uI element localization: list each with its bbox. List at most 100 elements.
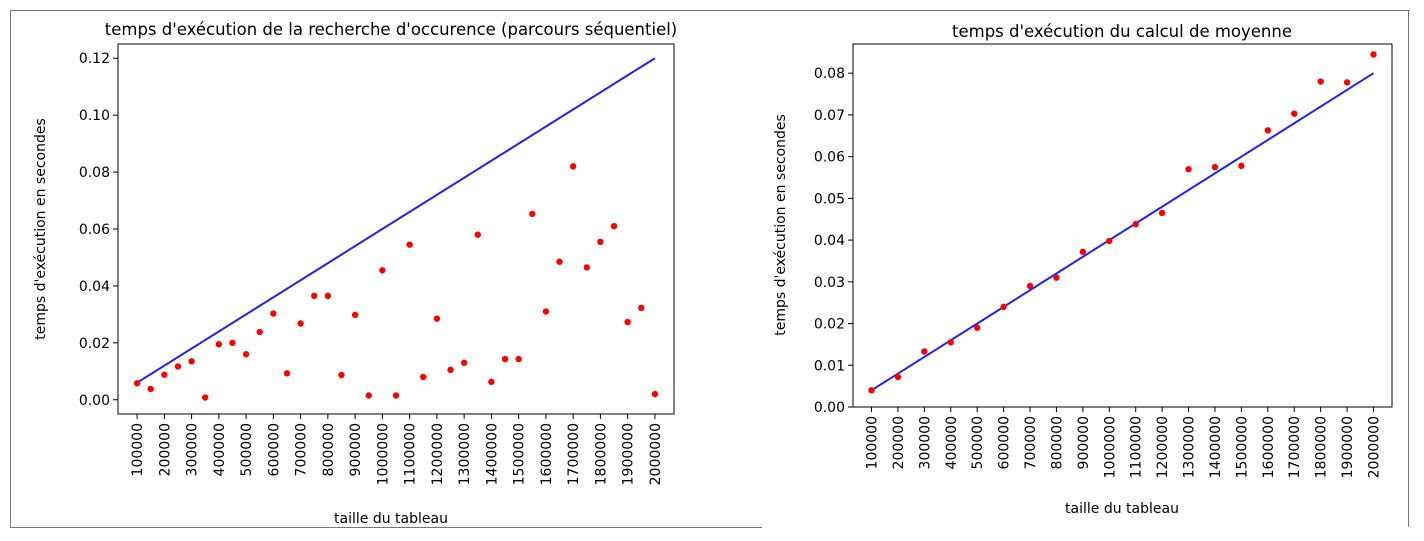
data-point: [1053, 274, 1060, 281]
x-tick-label: 700000: [294, 423, 310, 476]
data-point: [1079, 248, 1087, 255]
x-tick-label: 800000: [1049, 416, 1065, 469]
data-point: [474, 231, 481, 238]
data-point: [1343, 79, 1351, 86]
x-tick-label: 100000: [864, 416, 880, 469]
data-point: [488, 378, 495, 386]
y-tick-label: 0.08: [79, 165, 110, 181]
y-tick-label: 0.08: [814, 66, 845, 82]
data-point: [651, 390, 659, 398]
trend-line-segment: [870, 72, 1375, 392]
data-point: [556, 258, 563, 265]
data-point: [188, 358, 195, 365]
y-ticks: 0.00 0.02 0.04 0.06 0.08 0.10 0.12: [79, 51, 118, 409]
data-points: [133, 163, 659, 401]
data-point: [542, 308, 550, 315]
data-point: [1158, 209, 1166, 217]
chart-average-computation: temps d'exécution du calcul de moyenne t…: [773, 22, 1393, 517]
x-tick-label: 1000000: [1102, 416, 1118, 478]
data-point: [1211, 163, 1219, 171]
y-tick-label: 0.02: [814, 317, 845, 333]
data-point: [597, 238, 604, 246]
data-point: [583, 264, 590, 271]
output-frame-left-border: [10, 10, 11, 527]
x-tick-label: 400000: [944, 416, 960, 469]
x-tick-label: 2000000: [1367, 416, 1383, 478]
data-point: [392, 392, 400, 399]
x-axis-label: taille du tableau: [334, 511, 448, 527]
x-tick-label: 1600000: [1261, 416, 1277, 478]
data-point: [433, 315, 441, 322]
y-tick-label: 0.00: [814, 400, 845, 416]
x-tick-label: 2000000: [648, 423, 664, 485]
x-tick-label: 1100000: [403, 423, 419, 485]
data-point: [242, 351, 250, 358]
x-tick-label: 1500000: [512, 423, 528, 485]
data-point: [351, 311, 359, 319]
x-tick-label: 700000: [1023, 416, 1039, 469]
x-ticks: 100000 200000 300000 400000 500000 600000 7000…: [864, 407, 1383, 478]
x-tick-label: 1800000: [593, 423, 609, 485]
data-point: [610, 222, 618, 230]
data-point: [1106, 237, 1113, 245]
x-tick-label: 1000000: [375, 423, 391, 485]
data-point: [973, 324, 981, 331]
data-point: [283, 370, 291, 377]
data-point: [569, 163, 577, 170]
data-point: [1026, 282, 1034, 290]
x-tick-label: 600000: [997, 416, 1013, 469]
x-tick-label: 1800000: [1314, 416, 1330, 478]
y-tick-label: 0.02: [79, 336, 110, 352]
x-tick-label: 1200000: [430, 423, 446, 485]
x-tick-label: 1200000: [1155, 416, 1171, 478]
y-tick-label: 0.04: [79, 279, 110, 295]
data-point: [147, 385, 154, 393]
data-point: [406, 241, 413, 248]
data-point: [215, 341, 223, 348]
data-point: [256, 328, 263, 336]
x-tick-label: 500000: [970, 416, 986, 469]
data-point: [229, 339, 236, 347]
data-point: [1317, 78, 1324, 85]
x-ticks: 100000 200000 300000 400000 500000 600000 7000…: [130, 414, 664, 485]
data-point: [161, 371, 168, 378]
data-point: [1291, 110, 1298, 117]
y-tick-label: 0.12: [79, 51, 110, 67]
data-point: [202, 394, 209, 401]
y-tick-label: 0.01: [814, 358, 845, 374]
x-tick-label: 1700000: [566, 423, 582, 485]
x-axis-label: taille du tableau: [1065, 501, 1179, 517]
x-tick-label: 1300000: [1182, 416, 1198, 478]
data-point: [515, 355, 522, 363]
data-point: [638, 304, 645, 312]
x-tick-label: 500000: [239, 423, 255, 476]
x-tick-label: 200000: [891, 416, 907, 469]
x-tick-label: 1600000: [539, 423, 555, 485]
data-point: [624, 318, 631, 326]
chart-title: temps d'exécution du calcul de moyenne: [952, 22, 1292, 41]
x-tick-label: 600000: [266, 423, 282, 476]
data-point: [1000, 303, 1007, 311]
data-point: [501, 355, 509, 363]
x-tick-label: 200000: [157, 423, 173, 476]
x-tick-label: 1100000: [1129, 416, 1145, 478]
data-point: [311, 292, 318, 300]
x-tick-label: 1300000: [457, 423, 473, 485]
trend-line: [870, 72, 1375, 392]
data-point: [1238, 162, 1245, 170]
plot-area: [852, 43, 1393, 408]
data-point: [921, 348, 928, 355]
data-point: [894, 373, 902, 381]
x-tick-label: 300000: [917, 416, 933, 469]
data-point: [1370, 51, 1377, 58]
x-tick-label: 1900000: [1340, 416, 1356, 478]
y-tick-label: 0.10: [79, 108, 110, 124]
y-tick-label: 0.06: [79, 222, 110, 238]
trend-line-segment: [136, 57, 656, 384]
y-ticks: 0.00 0.01 0.02 0.03 0.04 0.05 0.06 0.07 0.08: [814, 66, 853, 416]
chart-occurrence-search: temps d'exécution de la recherche d'occu…: [33, 20, 677, 527]
data-point: [338, 371, 345, 379]
x-tick-label: 800000: [321, 423, 337, 476]
data-point: [447, 366, 454, 374]
